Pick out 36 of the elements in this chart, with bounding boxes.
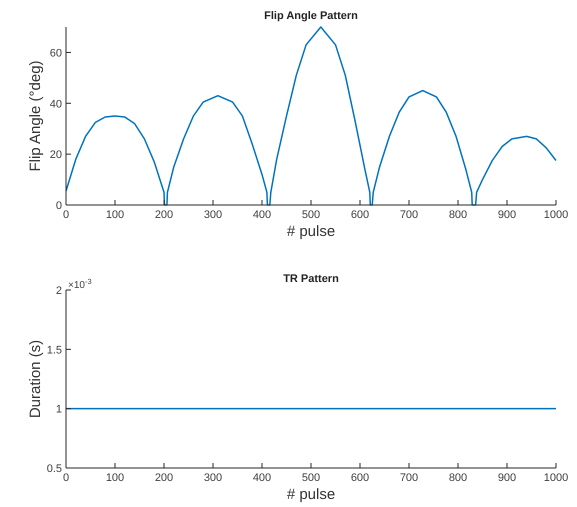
x-tick-label: 800: [448, 472, 468, 484]
x-tick-label: 900: [498, 472, 516, 484]
y-tick-label: 1: [56, 404, 62, 416]
x-tick-label: 400: [252, 472, 272, 484]
x-axis-title: # pulse: [286, 223, 336, 240]
x-tick-label: 500: [302, 209, 320, 221]
x-tick-label: 600: [350, 209, 370, 221]
x-tick-label: 200: [154, 209, 174, 221]
x-tick-label: 600: [350, 472, 370, 484]
y-tick-label: 2: [56, 285, 62, 297]
y-tick-label: 0: [56, 200, 62, 212]
x-tick-label: 300: [204, 472, 222, 484]
x-tick-label: 1000: [544, 472, 568, 484]
chart-title: TR Pattern: [283, 273, 340, 285]
y-tick-label: 1.5: [46, 344, 62, 356]
x-tick-label: 1000: [544, 209, 568, 221]
y-tick-label: 60: [50, 47, 62, 60]
x-tick-label: 800: [448, 209, 468, 221]
chart-title: Flip Angle Pattern: [264, 10, 358, 22]
y-tick-label: 20: [50, 149, 62, 162]
y-axis-title: Flip Angle (°deg): [27, 60, 44, 172]
y-tick-label: 0.5: [46, 463, 62, 475]
x-tick-label: 500: [302, 472, 320, 484]
line-series: [65, 26, 557, 206]
y-axis-title: Duration (s): [27, 340, 44, 418]
x-tick-label: 100: [106, 472, 124, 484]
x-tick-label: 700: [400, 209, 418, 221]
y-tick-label: 40: [50, 98, 62, 110]
x-tick-label: 100: [106, 209, 124, 221]
x-tick-label: 700: [400, 472, 418, 484]
x-tick-label: 200: [154, 472, 174, 484]
x-tick-label: 300: [204, 209, 222, 221]
x-tick-label: 900: [498, 209, 516, 221]
x-axis-title: # pulse: [286, 486, 336, 503]
annotation: ×10$^{-3}$: [68, 276, 92, 291]
x-tick-label: 400: [252, 209, 272, 221]
